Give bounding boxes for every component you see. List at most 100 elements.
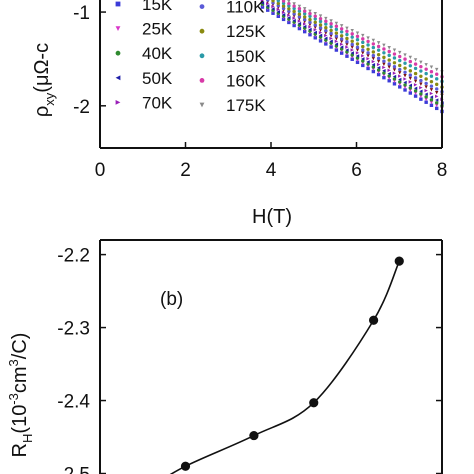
data-point [435,72,439,76]
data-point [361,63,365,68]
panel-a-legend: 15K25K40K50K70K90K110K125K150K160K175K [115,0,266,115]
data-point [329,34,333,38]
data-point [329,25,333,29]
data-point [408,88,413,93]
data-point [334,27,339,32]
data-point [392,82,397,86]
data-point [345,32,349,37]
data-point [419,97,423,101]
series-40K [260,2,444,108]
data-point [398,74,402,78]
data-point [318,23,323,27]
data-point [408,69,413,73]
data-point [345,42,349,47]
data-point [424,81,428,86]
data-point [382,71,386,75]
data-point [302,9,307,13]
data-point [329,31,333,36]
data-point [361,54,365,58]
data-point [392,65,397,69]
data-point [376,66,381,70]
data-point [324,33,328,38]
data-point [392,68,397,72]
data-point [413,89,418,93]
data-point [276,1,280,6]
data-point [366,43,370,47]
data-point [435,94,439,99]
data-point [308,27,312,32]
data-point [334,39,339,44]
data-point [392,61,397,65]
data-point [260,1,265,5]
data-point [435,90,439,95]
data-point [324,42,328,46]
panel-b-y-ticks: -2.2 -2.3 -2.4 -2.5 [57,246,442,474]
data-point [435,87,439,91]
data-point [424,85,428,89]
data-point [387,76,391,80]
data-point [308,25,312,29]
data-point [387,46,391,50]
data-point [292,2,296,6]
data-point [308,11,312,16]
data-point [292,9,296,14]
data-point [361,51,365,55]
data-point [281,10,286,15]
data-point [297,6,302,11]
data-point [403,57,407,61]
data-point [413,71,418,76]
data-point [429,91,434,96]
data-point [419,60,423,65]
data-point [387,71,391,76]
data-point [435,67,439,72]
data-point [302,17,307,22]
data-point [329,22,333,26]
series-125K [271,0,444,89]
data-point [287,15,291,20]
data-point [403,85,407,90]
data-point [413,66,418,71]
data-point [408,59,413,64]
legend-label: 160K [226,71,266,90]
legend-item: 110K [199,0,265,17]
x-tick-label: 0 [95,160,106,181]
data-point [376,56,381,61]
data-point [318,33,323,38]
data-point [302,7,307,11]
data-point [350,45,354,49]
data-point [413,76,418,80]
data-point [424,97,428,102]
data-point [371,56,376,61]
data-point [355,48,360,52]
data-point [334,48,339,52]
data-point [366,51,370,55]
data-point [382,75,386,80]
data-point [376,41,381,45]
data-point [387,68,391,72]
data-point [350,51,354,55]
data-point [350,35,354,39]
data-point [429,74,434,78]
legend-marker [115,50,121,56]
legend-item: 40K [115,44,173,63]
data-point [339,51,344,55]
legend-item: 160K [199,71,266,90]
data-point [387,74,391,78]
data-point [318,39,323,43]
data-point [355,51,360,55]
data-point [287,4,291,8]
data-point [276,10,280,14]
data-point [429,95,434,99]
data-point [271,4,275,9]
panel-a-y-ticks: -1 -2 [73,3,106,118]
legend-label: 70K [142,93,173,112]
data-point [371,59,376,64]
data-point [424,71,428,76]
data-point [408,83,413,88]
data-point [313,30,317,35]
data-point [318,30,323,35]
data-point [339,42,344,46]
data-point [398,58,402,63]
legend-marker [199,53,205,59]
data-point [408,55,413,60]
